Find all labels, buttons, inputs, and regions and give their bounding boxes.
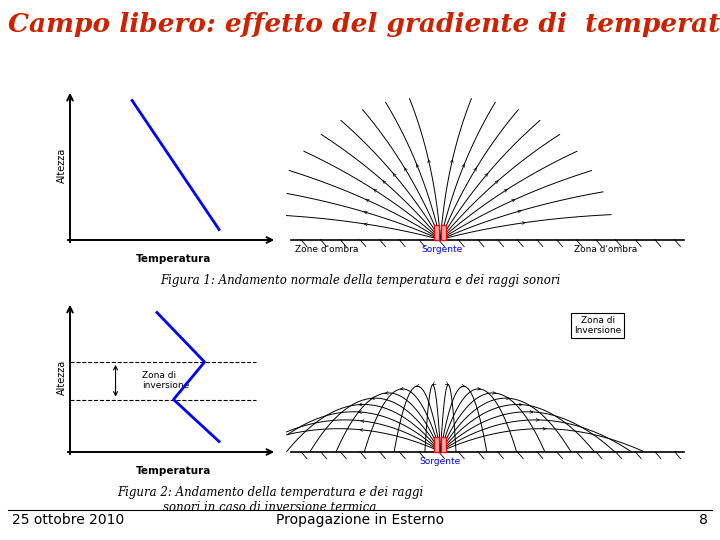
Text: Figura 2: Andamento della temperatura e dei raggi
sonori in caso di inversione t: Figura 2: Andamento della temperatura e … <box>117 486 423 514</box>
Text: Campo libero: effetto del gradiente di  temperatura: Campo libero: effetto del gradiente di t… <box>8 12 720 37</box>
Text: Zona di
Inversione: Zona di Inversione <box>574 316 621 335</box>
Bar <box>434 225 439 240</box>
Text: Sorgente: Sorgente <box>420 457 461 465</box>
Text: Figura 1: Andamento normale della temperatura e dei raggi sonori: Figura 1: Andamento normale della temper… <box>160 274 560 287</box>
Text: Zona di
inversione: Zona di inversione <box>143 371 189 390</box>
Text: Altezza: Altezza <box>57 360 67 395</box>
Text: Temperatura: Temperatura <box>136 466 211 476</box>
Text: Zona d'ombra: Zona d'ombra <box>574 245 637 254</box>
Text: Temperatura: Temperatura <box>136 254 211 264</box>
Text: Altezza: Altezza <box>57 147 67 183</box>
Bar <box>441 436 446 451</box>
Text: 8: 8 <box>699 513 708 527</box>
Bar <box>434 436 439 451</box>
Bar <box>441 225 446 240</box>
Text: Sorgente: Sorgente <box>422 245 463 254</box>
Text: 25 ottobre 2010: 25 ottobre 2010 <box>12 513 125 527</box>
Text: Zone d'ombra: Zone d'ombra <box>294 245 358 254</box>
Text: Propagazione in Esterno: Propagazione in Esterno <box>276 513 444 527</box>
